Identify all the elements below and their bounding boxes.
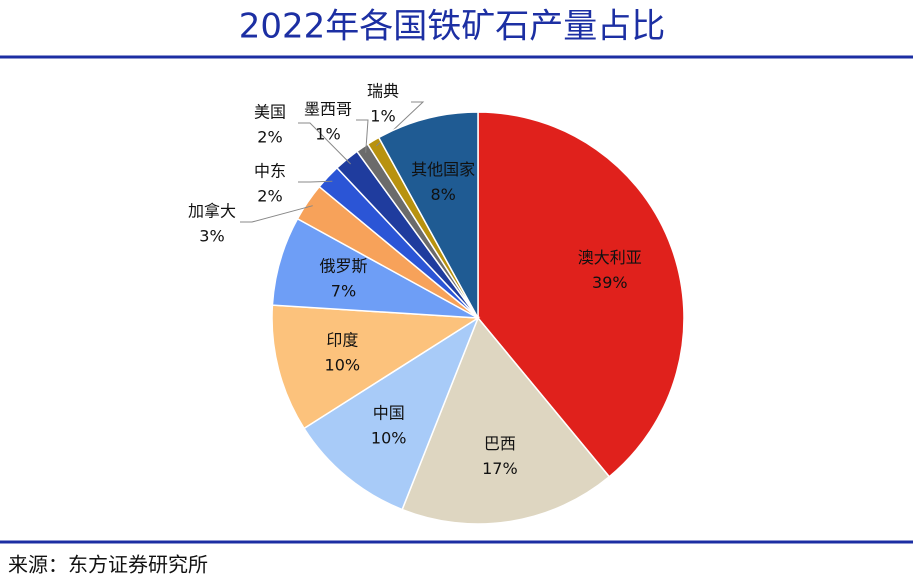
- slice-label: 中东: [254, 162, 286, 181]
- leader-line: [298, 180, 333, 183]
- value-label: 10%: [325, 355, 361, 374]
- leader-line: [240, 205, 313, 223]
- slice-label: 澳大利亚: [578, 248, 642, 267]
- leader-line: [356, 119, 369, 153]
- slice-label: 俄罗斯: [319, 256, 367, 275]
- slice-label: 美国: [254, 103, 286, 122]
- value-label: 2%: [257, 128, 282, 147]
- slice-label: 印度: [326, 330, 358, 349]
- slice-label: 加拿大: [188, 202, 236, 221]
- value-label: 1%: [315, 125, 340, 144]
- value-label: 7%: [331, 281, 356, 300]
- pie-slice: [401, 316, 611, 525]
- slice-label: 其他国家: [411, 160, 475, 179]
- value-label: 8%: [430, 185, 455, 204]
- leader-line: [298, 122, 351, 165]
- slice-label: 巴西: [484, 434, 516, 453]
- pie-slice: [477, 111, 685, 478]
- pie-slice: [377, 111, 479, 319]
- value-label: 1%: [370, 107, 395, 126]
- pie-slice: [303, 316, 480, 511]
- value-label: 10%: [371, 428, 407, 447]
- source-note: 来源：东方证券研究所: [8, 553, 208, 577]
- slice-label: 中国: [373, 403, 405, 422]
- pie-slice: [271, 304, 481, 430]
- value-label: 39%: [592, 273, 628, 292]
- slice-label: 瑞典: [367, 82, 399, 101]
- chart-title: 2022年各国铁矿石产量占比: [239, 7, 666, 47]
- slice-label: 墨西哥: [304, 100, 352, 119]
- value-label: 2%: [257, 187, 282, 206]
- value-label: 17%: [482, 459, 518, 478]
- value-label: 3%: [199, 227, 224, 246]
